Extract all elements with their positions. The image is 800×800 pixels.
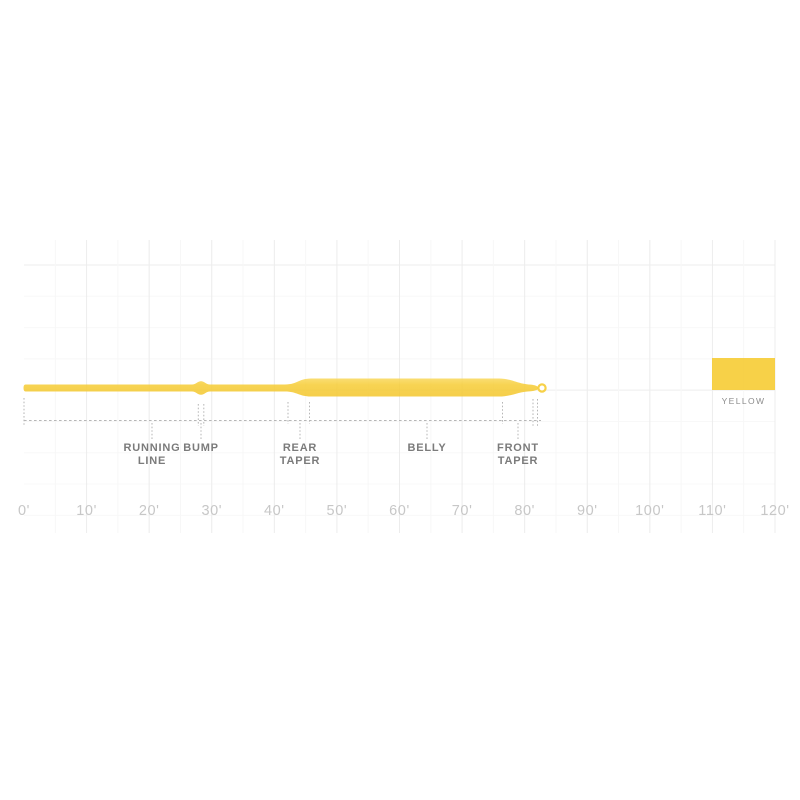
- axis-tick-20ft: 20': [138, 503, 160, 519]
- fly-line-profile: [23, 378, 539, 397]
- measurement-bracket: [23, 398, 541, 440]
- axis-tick-40ft: 40': [263, 503, 285, 519]
- axis-tick-60ft: 60': [389, 503, 410, 519]
- swatch-label: YELLOW: [721, 396, 766, 406]
- axis-tick-30ft: 30': [201, 503, 223, 519]
- segment-label-belly: BELLY: [407, 442, 447, 454]
- axis-tick-120ft: 120': [760, 503, 790, 519]
- segment-label-bump: BUMP: [183, 442, 219, 454]
- axis-tick-50ft: 50': [326, 503, 348, 519]
- label-leader-ticks: [151, 423, 519, 440]
- color-swatch-yellow[interactable]: [712, 358, 775, 390]
- axis-tick-110ft: 110': [698, 503, 727, 519]
- segment-label-running-line: RUNNING LINE: [123, 442, 181, 467]
- segment-label-front-taper: FRONT TAPER: [497, 442, 539, 467]
- segment-boundary-ticks: [23, 398, 538, 426]
- axis-tick-100ft: 100': [635, 503, 665, 519]
- taper-figure: [23, 240, 776, 533]
- axis-tick-80ft: 80': [514, 503, 536, 519]
- axis-tick-70ft: 70': [451, 503, 473, 519]
- axis-tick-90ft: 90': [576, 503, 598, 519]
- segment-label-rear-taper: REAR TAPER: [279, 442, 321, 467]
- welded-loop: [537, 383, 547, 393]
- axis-tick-10ft: 10': [76, 503, 97, 519]
- axis-tick-0ft: 0': [17, 503, 31, 519]
